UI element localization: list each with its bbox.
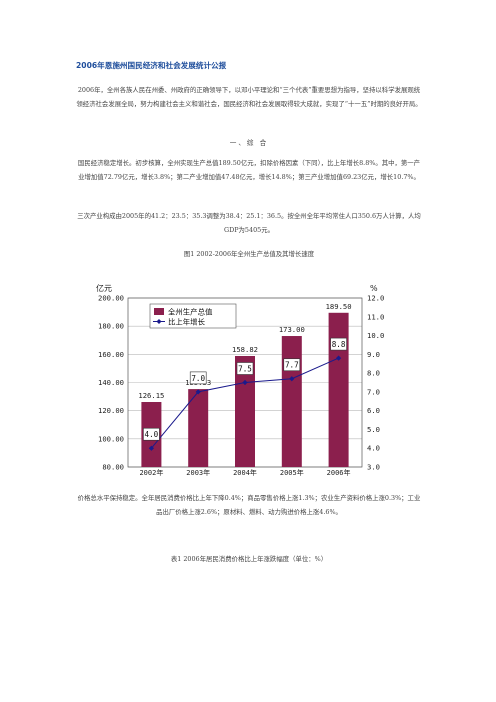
growth-value-label: 7.5 — [238, 365, 252, 374]
gdp-bar — [328, 312, 349, 467]
gdp-chart: 80.00 100.00 120.00 140.00 160.00 180.00 200.0… — [96, 283, 384, 476]
y-left-unit: 亿元 — [96, 283, 112, 293]
growth-value-label: 4.0 — [145, 430, 159, 439]
y-left-tick-label: 80.00 — [102, 463, 124, 472]
y-left-tick-label: 200.00 — [98, 294, 124, 303]
growth-label-box — [236, 362, 254, 375]
y-right-tick-label: 12.0 — [367, 294, 384, 303]
legend-label: 全州生产总值 — [168, 308, 213, 317]
y-right-tick-label: 5.0 — [367, 425, 380, 434]
growth-value-label: 7.7 — [285, 361, 299, 370]
paragraph-prices: 价格总水平保持稳定。全年居民消费价格比上年下降0.4%；商品零售价格上涨1.3%… — [77, 494, 421, 516]
report-title: 2006年恩施州国民经济和社会发展统计公报 — [76, 61, 227, 70]
y-right-tick-label: 11.0 — [367, 312, 384, 321]
legend-marker — [156, 319, 162, 324]
x-tick-label: 2005年 — [280, 468, 304, 476]
paragraph-gdp: 国民经济稳定增长。初步核算，全州实现生产总值189.50亿元，扣除价格因素（下同… — [77, 159, 421, 181]
y-right-tick-label: 3.0 — [367, 463, 380, 472]
growth-point — [289, 376, 295, 382]
y-right-tick-label: 4.0 — [367, 444, 380, 453]
section-heading: 一、综 合 — [229, 139, 269, 147]
paragraph-structure: 三次产业构成由2005年的41.2：23.5：35.3调整为38.4：25.1：… — [77, 212, 421, 234]
y-right-unit: % — [370, 284, 378, 293]
y-right-tick-label: 10.0 — [367, 331, 384, 340]
gdp-bar — [188, 389, 209, 467]
y-right-tick-label: 9.0 — [367, 350, 380, 359]
x-tick-label: 2006年 — [327, 468, 351, 476]
y-left-tick-label: 120.00 — [98, 406, 124, 415]
y-left-tick-label: 100.00 — [98, 434, 124, 443]
growth-point — [148, 445, 154, 451]
y-left-tick-label: 180.00 — [98, 322, 124, 331]
bar-value-label: 126.15 — [138, 391, 164, 400]
bar-value-label: 158.82 — [232, 345, 258, 354]
y-left-tick-label: 140.00 — [98, 378, 124, 387]
growth-point — [242, 379, 248, 386]
growth-label-box — [330, 337, 347, 351]
intro-paragraph: 2006年，全州各族人民在州委、州政府的正确领导下，以邓小平理论和“三个代表”重… — [76, 86, 422, 108]
table-caption: 表1 2006年居民消费价格比上年涨跌幅度（单位：%） — [170, 555, 328, 563]
growth-value-label: 7.0 — [191, 374, 205, 383]
bar-value-label: 189.50 — [326, 302, 352, 311]
x-tick-label: 2004年 — [233, 468, 257, 476]
legend-swatch-bar — [154, 308, 164, 315]
figure-caption: 图1 2002-2006年全州生产总值及其增长速度 — [183, 250, 315, 258]
gdp-bar — [281, 336, 302, 467]
growth-value-label: 8.8 — [332, 340, 346, 349]
y-right-tick-label: 7.0 — [367, 387, 380, 396]
x-tick-label: 2002年 — [139, 468, 163, 476]
growth-label-box — [143, 427, 160, 441]
bar-value-label: 173.00 — [279, 325, 305, 334]
x-tick-label: 2003年 — [186, 468, 210, 476]
y-left-tick-label: 160.00 — [98, 350, 124, 359]
growth-label-box — [189, 371, 207, 385]
legend-label: 比上年增长 — [168, 318, 206, 327]
growth-label-box — [283, 358, 301, 372]
y-right-tick-label: 8.0 — [367, 369, 380, 378]
y-right-tick-label: 6.0 — [367, 406, 380, 415]
legend-box — [149, 303, 237, 329]
